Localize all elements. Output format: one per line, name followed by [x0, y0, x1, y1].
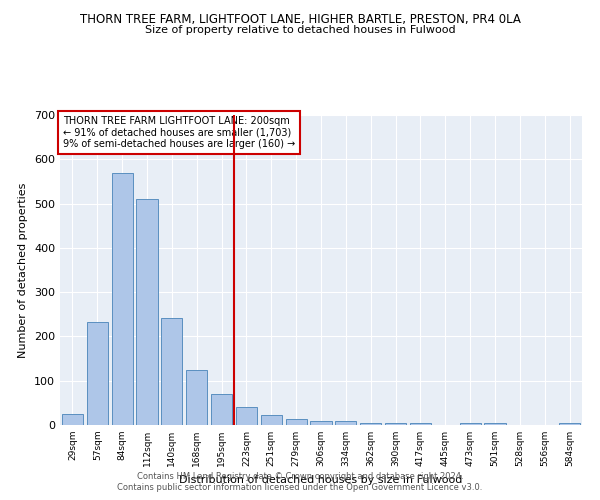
- Bar: [161, 318, 182, 425]
- Text: Contains HM Land Registry data © Crown copyright and database right 2024.: Contains HM Land Registry data © Crown c…: [137, 472, 463, 481]
- Bar: [286, 419, 307, 425]
- Text: THORN TREE FARM, LIGHTFOOT LANE, HIGHER BARTLE, PRESTON, PR4 0LA: THORN TREE FARM, LIGHTFOOT LANE, HIGHER …: [80, 12, 520, 26]
- Bar: [87, 322, 108, 425]
- Bar: [484, 423, 506, 425]
- Bar: [136, 199, 158, 425]
- Text: THORN TREE FARM LIGHTFOOT LANE: 200sqm
← 91% of detached houses are smaller (1,7: THORN TREE FARM LIGHTFOOT LANE: 200sqm ←…: [62, 116, 295, 149]
- Bar: [236, 408, 257, 425]
- Bar: [112, 172, 133, 425]
- Bar: [62, 414, 83, 425]
- Bar: [186, 370, 207, 425]
- Bar: [310, 421, 332, 425]
- Bar: [410, 423, 431, 425]
- Bar: [460, 423, 481, 425]
- Bar: [335, 421, 356, 425]
- Bar: [360, 423, 381, 425]
- Text: Size of property relative to detached houses in Fulwood: Size of property relative to detached ho…: [145, 25, 455, 35]
- Bar: [211, 394, 232, 425]
- Bar: [385, 423, 406, 425]
- Bar: [261, 416, 282, 425]
- Y-axis label: Number of detached properties: Number of detached properties: [19, 182, 28, 358]
- Bar: [559, 423, 580, 425]
- Text: Contains public sector information licensed under the Open Government Licence v3: Contains public sector information licen…: [118, 483, 482, 492]
- X-axis label: Distribution of detached houses by size in Fulwood: Distribution of detached houses by size …: [179, 474, 463, 484]
